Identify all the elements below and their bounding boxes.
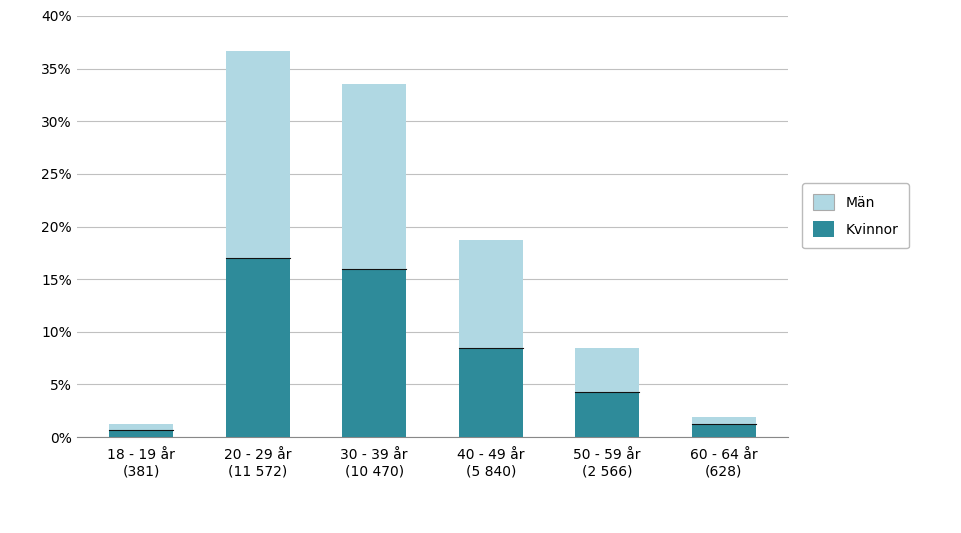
Legend: Män, Kvinnor: Män, Kvinnor xyxy=(802,183,909,248)
Bar xyxy=(575,392,639,437)
Bar xyxy=(226,258,290,437)
Bar xyxy=(110,430,173,437)
Bar xyxy=(342,269,407,437)
Bar xyxy=(458,348,523,437)
Bar xyxy=(692,424,755,437)
Bar xyxy=(342,84,407,269)
Bar xyxy=(692,417,755,424)
Bar xyxy=(575,348,639,392)
Bar xyxy=(110,424,173,430)
Bar xyxy=(458,240,523,348)
Bar xyxy=(226,51,290,258)
